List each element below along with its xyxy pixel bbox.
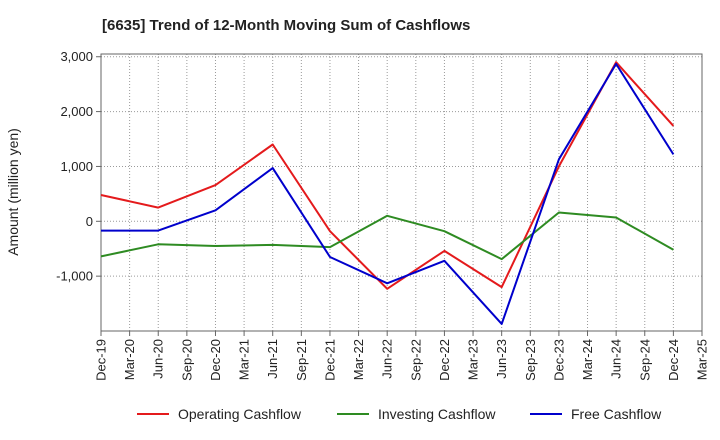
legend-label: Free Cashflow: [571, 406, 662, 422]
x-tick-label: Sep-24: [637, 339, 652, 381]
x-tick-label: Jun-24: [609, 339, 624, 379]
x-tick-label: Jun-22: [380, 339, 395, 379]
x-tick-label: Mar-24: [580, 339, 595, 380]
y-tick-label: 0: [86, 214, 93, 229]
chart-title: [6635] Trend of 12-Month Moving Sum of C…: [102, 17, 470, 34]
series-line-free-cashflow: [101, 62, 675, 325]
x-tick-label: Dec-19: [94, 339, 109, 381]
x-tick-label: Jun-23: [494, 339, 509, 379]
y-tick-label: -1,000: [56, 269, 93, 284]
x-tick-label: Dec-21: [322, 339, 337, 381]
legend-label: Investing Cashflow: [378, 406, 496, 422]
x-tick-label: Jun-20: [151, 339, 166, 379]
x-tick-label: Dec-23: [551, 339, 566, 381]
series-lines: [100, 61, 675, 325]
x-tick-label: Sep-22: [408, 339, 423, 381]
x-tick-label: Dec-20: [208, 339, 223, 381]
series-line-operating-cashflow: [100, 61, 675, 290]
x-axis-ticks: Dec-19 Mar-20 Jun-20 Sep-20 Dec-20 Mar-21 Jun-…: [94, 331, 710, 381]
y-axis-label: Amount (million yen): [5, 128, 21, 256]
y-axis-ticks: 3,000 2,000 1,000 0 -1,000: [56, 49, 101, 284]
y-tick-label: 2,000: [60, 104, 93, 119]
y-tick-label: 3,000: [60, 49, 93, 64]
x-tick-label: Mar-25: [695, 339, 710, 380]
x-tick-label: Sep-20: [179, 339, 194, 381]
plot-frame: [100, 53, 703, 332]
grid: [100, 54, 703, 331]
x-tick-label: Mar-22: [351, 339, 366, 380]
x-tick-label: Jun-21: [265, 339, 280, 379]
x-tick-label: Sep-23: [523, 339, 538, 381]
x-tick-label: Mar-21: [237, 339, 252, 380]
series-line-investing-cashflow: [100, 211, 674, 261]
x-tick-label: Mar-23: [466, 339, 481, 380]
x-tick-label: Sep-21: [294, 339, 309, 381]
x-tick-label: Dec-22: [437, 339, 452, 381]
legend: Operating Cashflow Investing Cashflow Free…: [137, 406, 662, 422]
legend-label: Operating Cashflow: [178, 406, 302, 422]
y-tick-label: 1,000: [60, 159, 93, 174]
x-tick-label: Dec-24: [666, 339, 681, 381]
x-tick-label: Mar-20: [122, 339, 137, 380]
